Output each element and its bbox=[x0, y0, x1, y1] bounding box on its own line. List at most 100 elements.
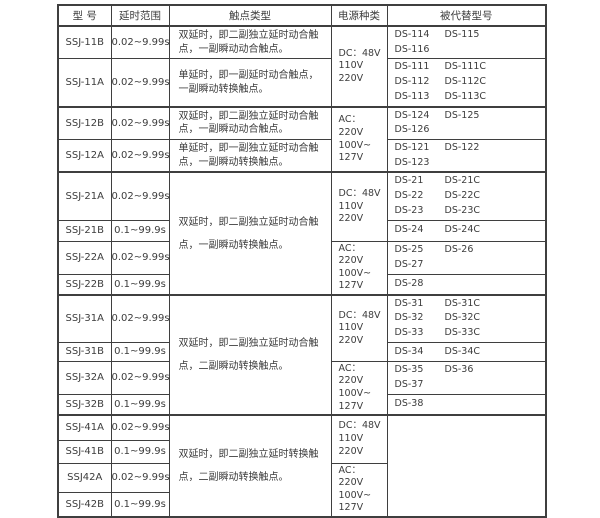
replaced-model: DS-25 bbox=[394, 243, 424, 255]
replaced-model: DS-26 bbox=[444, 243, 474, 255]
replaced-model: DS-32 bbox=[394, 312, 424, 324]
page: 型 号 延时范围 触点类型 电源种类 被代替型号 SSJ-11B 0.02~9.… bbox=[57, 4, 547, 518]
delay-range-cell: 0.02~9.99s bbox=[110, 462, 170, 494]
delay-range-cell: 0.02~9.99s bbox=[110, 171, 170, 221]
replaced-model: DS-113 bbox=[394, 90, 430, 102]
replaced-model: DS-31 bbox=[394, 297, 424, 309]
contact-type-cell: 双延时，即二副独立延时动合触点，二副瞬动转换触点。 bbox=[168, 294, 332, 417]
replaced-model: DS-22C bbox=[444, 190, 481, 202]
contact-type-cell: 双延时，即二副独立延时动合触点，一副瞬动转换触点。 bbox=[168, 171, 332, 296]
replaced-model: DS-114 bbox=[394, 29, 430, 40]
model-cell: SSJ-31B bbox=[57, 341, 112, 362]
replaced-model: DS-122 bbox=[444, 142, 480, 154]
relay-spec-table: 型 号 延时范围 触点类型 电源种类 被代替型号 SSJ-11B 0.02~9.… bbox=[57, 4, 547, 518]
contact-type-cell: 单延时，即一副延时动合触点，一副瞬动转换触点。 bbox=[168, 58, 332, 108]
power-type-cell: DC：48V 110V 220V bbox=[330, 294, 388, 362]
table-row: SSJ-41A 0.02~9.99s 双延时，即二副独立延时转换触点，二副瞬动转… bbox=[57, 414, 547, 518]
replaced-models-cell: DS-24 DS-24C bbox=[386, 219, 547, 242]
model-cell: SSJ-12A bbox=[57, 139, 112, 174]
table-row: SSJ-11A 0.02~9.99s 单延时，即一副延时动合触点，一副瞬动转换触… bbox=[57, 58, 547, 108]
contact-type-cell: 双延时，即二副独立延时动合触点，一副瞬动动合触点。 bbox=[168, 106, 332, 141]
replaced-model: DS-34C bbox=[444, 345, 481, 357]
replaced-model: DS-33C bbox=[444, 327, 481, 339]
table-row: SSJ-22B 0.1~99.9s DS-28 bbox=[57, 273, 547, 296]
delay-range-cell: 0.1~99.9s bbox=[110, 492, 170, 518]
delay-range-cell: 0.1~99.9s bbox=[110, 341, 170, 362]
replaced-model: DS-112C bbox=[444, 76, 487, 88]
replaced-model: DS-35 bbox=[394, 364, 424, 376]
replaced-model: DS-31C bbox=[444, 297, 481, 309]
contact-type-cell: 单延时，即一副独立延时动合触点，一副瞬动转换触点。 bbox=[168, 139, 332, 174]
replaced-models-cell bbox=[386, 414, 547, 518]
replaced-model: DS-28 bbox=[394, 277, 424, 289]
model-cell: SSJ-42B bbox=[57, 492, 112, 518]
delay-range-cell: 0.1~99.9s bbox=[110, 273, 170, 296]
power-type-cell: AC：220V 100V~ 127V bbox=[330, 360, 388, 417]
table-row: SSJ-32A 0.02~9.99s AC：220V 100V~ 127V DS… bbox=[57, 360, 547, 417]
replaced-models-cell: DS-34 DS-34C bbox=[386, 341, 547, 362]
replaced-model: DS-21 bbox=[394, 175, 424, 187]
replaced-model: DS-27 bbox=[394, 258, 424, 270]
column-header-model: 型 号 bbox=[57, 4, 112, 27]
replaced-model: DS-38 bbox=[394, 398, 424, 410]
replaced-model: DS-24 bbox=[394, 224, 424, 236]
contact-type-cell: 双延时，即二副独立延时动合触点，一副瞬动动合触点。 bbox=[168, 25, 332, 60]
delay-range-cell: 0.02~9.99s bbox=[110, 25, 170, 60]
header-row: 型 号 延时范围 触点类型 电源种类 被代替型号 bbox=[57, 4, 547, 27]
model-cell: SSJ-21B bbox=[57, 219, 112, 242]
table-row: SSJ-21B 0.1~99.9s DS-24 DS-24C bbox=[57, 219, 547, 242]
replaced-models-cell: DS-35 DS-36 DS-37 bbox=[386, 360, 547, 396]
replaced-model: DS-36 bbox=[444, 364, 474, 376]
replaced-models-cell: DS-28 bbox=[386, 273, 547, 296]
delay-range-cell: 0.02~9.99s bbox=[110, 240, 170, 275]
delay-range-cell: 0.02~9.99s bbox=[110, 294, 170, 343]
table-row: SSJ-11B 0.02~9.99s 双延时，即二副独立延时动合触点，一副瞬动动… bbox=[57, 25, 547, 108]
replaced-model: DS-37 bbox=[394, 378, 424, 390]
power-type-cell: DC：48V 110V 220V bbox=[330, 25, 388, 108]
model-cell: SSJ-21A bbox=[57, 171, 112, 221]
power-type-cell: DC：48V 110V 220V bbox=[330, 171, 388, 242]
column-header-delay-range: 延时范围 bbox=[110, 4, 170, 27]
replaced-model: DS-121 bbox=[394, 142, 430, 154]
power-type-cell: AC：220V 100V~ 127V bbox=[330, 462, 388, 518]
replaced-models-cell: DS-21 DS-21C DS-22 DS-22C DS-23 DS-23C bbox=[386, 171, 547, 221]
replaced-model: DS-34 bbox=[394, 345, 424, 357]
model-cell: SSJ-41B bbox=[57, 439, 112, 464]
delay-range-cell: 0.02~9.99s bbox=[110, 106, 170, 141]
delay-range-cell: 0.1~99.9s bbox=[110, 219, 170, 242]
delay-range-cell: 0.1~99.9s bbox=[110, 394, 170, 417]
replaced-model: DS-112 bbox=[394, 76, 430, 88]
model-cell: SSJ-11B bbox=[57, 25, 112, 60]
replaced-model: DS-33 bbox=[394, 327, 424, 339]
replaced-model: DS-111 bbox=[394, 61, 430, 73]
table-row: SSJ-12A 0.02~9.99s 单延时，即一副独立延时动合触点，一副瞬动转… bbox=[57, 139, 547, 174]
model-cell: SSJ-41A bbox=[57, 414, 112, 441]
model-cell: SSJ-12B bbox=[57, 106, 112, 141]
table-row: SSJ-22A 0.02~9.99s AC：220V 100V~ 127V DS… bbox=[57, 240, 547, 296]
replaced-model: DS-116 bbox=[394, 43, 430, 55]
replaced-model: DS-115 bbox=[444, 29, 480, 40]
table-row: SSJ-31A 0.02~9.99s 双延时，即二副独立延时动合触点，二副瞬动转… bbox=[57, 294, 547, 417]
replaced-models-cell: DS-31 DS-31C DS-32 DS-32C DS-33 DS-33C bbox=[386, 294, 547, 343]
replaced-model: DS-111C bbox=[444, 61, 487, 73]
replaced-model: DS-21C bbox=[444, 175, 481, 187]
model-cell: SSJ-11A bbox=[57, 58, 112, 108]
replaced-model: DS-22 bbox=[394, 190, 424, 202]
replaced-model: DS-24C bbox=[444, 224, 481, 236]
replaced-model: DS-113C bbox=[444, 90, 487, 102]
table-row: SSJ-12B 0.02~9.99s 双延时，即二副独立延时动合触点，一副瞬动动… bbox=[57, 106, 547, 174]
model-cell: SSJ-22A bbox=[57, 240, 112, 275]
replaced-model: DS-23 bbox=[394, 204, 424, 216]
delay-range-cell: 0.1~99.9s bbox=[110, 439, 170, 464]
replaced-models-cell: DS-114 DS-115 DS-116 bbox=[386, 25, 547, 60]
delay-range-cell: 0.02~9.99s bbox=[110, 58, 170, 108]
replaced-models-cell: DS-124 DS-125 DS-126 bbox=[386, 106, 547, 141]
power-type-cell: AC：220V 100V~ 127V bbox=[330, 240, 388, 296]
replaced-model: DS-32C bbox=[444, 312, 481, 324]
model-cell: SSJ-22B bbox=[57, 273, 112, 296]
delay-range-cell: 0.02~9.99s bbox=[110, 360, 170, 396]
contact-type-cell: 双延时，即二副独立延时转换触点，二副瞬动转换触点。 bbox=[168, 414, 332, 518]
column-header-contact-type: 触点类型 bbox=[168, 4, 332, 27]
model-cell: SSJ-32A bbox=[57, 360, 112, 396]
replaced-model: DS-123 bbox=[394, 156, 430, 168]
